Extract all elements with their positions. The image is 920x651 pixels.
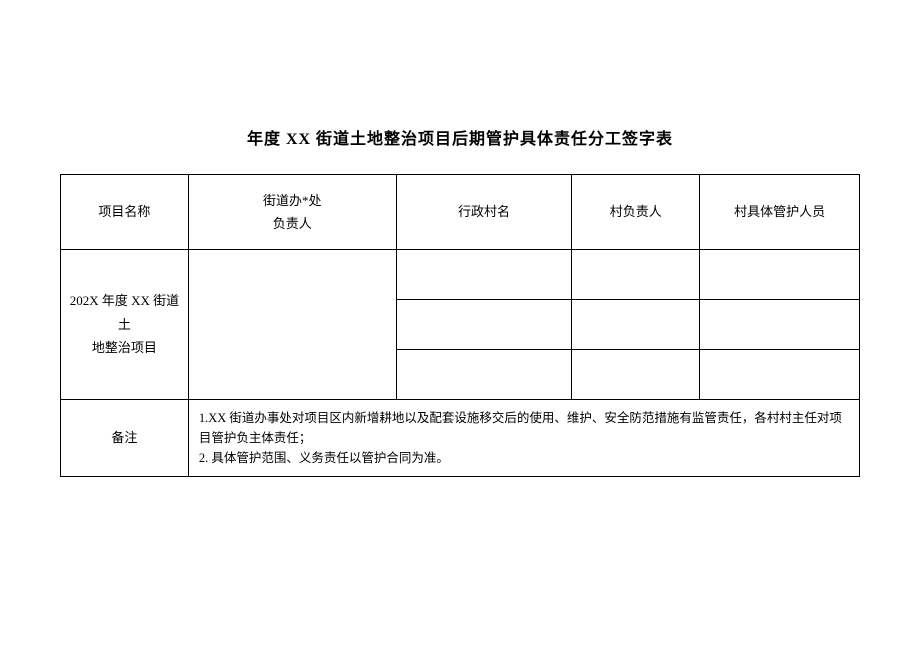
note-content: 1.XX 街道办事处对项目区内新增耕地以及配套设施移交后的使用、维护、安全防范措… — [188, 400, 859, 477]
table-header-row: 项目名称 街道办*处 负责人 行政村名 村负责人 村具体管护人员 — [61, 175, 860, 250]
village-leader-cell — [572, 300, 700, 350]
village-name-cell — [396, 250, 572, 300]
management-staff-cell — [700, 250, 860, 300]
project-name-line2: 地整治项目 — [69, 336, 180, 359]
signature-table: 项目名称 街道办*处 负责人 行政村名 村负责人 村具体管护人员 202X 年度… — [60, 174, 860, 477]
page-title: 年度 XX 街道土地整治项目后期管护具体责任分工签字表 — [60, 125, 860, 149]
note-line2: 2. 具体管护范围、义务责任以管护合同为准。 — [199, 448, 849, 468]
management-staff-cell — [700, 300, 860, 350]
note-label: 备注 — [61, 400, 189, 477]
header-project-name: 项目名称 — [61, 175, 189, 250]
note-line1: 1.XX 街道办事处对项目区内新增耕地以及配套设施移交后的使用、维护、安全防范措… — [199, 408, 849, 448]
project-name-cell: 202X 年度 XX 街道土 地整治项目 — [61, 250, 189, 400]
village-leader-cell — [572, 250, 700, 300]
table-row: 202X 年度 XX 街道土 地整治项目 — [61, 250, 860, 300]
header-street-office-line1: 街道办*处 — [197, 189, 388, 212]
management-staff-cell — [700, 350, 860, 400]
note-row: 备注 1.XX 街道办事处对项目区内新增耕地以及配套设施移交后的使用、维护、安全… — [61, 400, 860, 477]
header-village-name: 行政村名 — [396, 175, 572, 250]
header-management-staff: 村具体管护人员 — [700, 175, 860, 250]
header-street-office: 街道办*处 负责人 — [188, 175, 396, 250]
header-village-leader: 村负责人 — [572, 175, 700, 250]
village-leader-cell — [572, 350, 700, 400]
project-name-line1: 202X 年度 XX 街道土 — [69, 289, 180, 336]
street-office-cell — [188, 250, 396, 400]
village-name-cell — [396, 300, 572, 350]
village-name-cell — [396, 350, 572, 400]
header-street-office-line2: 负责人 — [197, 212, 388, 235]
